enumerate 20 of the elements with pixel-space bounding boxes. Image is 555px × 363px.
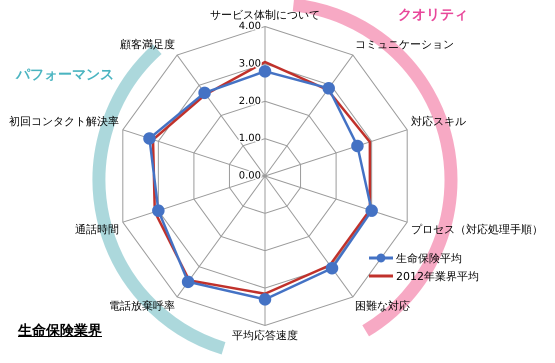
legend-label: 2012年業界平均 <box>396 268 479 284</box>
y-tick-label: 2.00 <box>238 96 261 107</box>
y-tick-label: 0.00 <box>238 170 261 182</box>
legend-label: 生命保険平均 <box>396 250 462 266</box>
y-tick-label: 1.00 <box>238 133 261 144</box>
spoke-label: 初回コンタクト解決率 <box>9 114 119 128</box>
y-tick-label: 3.00 <box>238 58 261 70</box>
text: 生命保険業界 <box>18 322 102 340</box>
spoke-label: 電話放棄呼率 <box>108 300 175 313</box>
text: クオリティ <box>398 6 468 24</box>
spoke-label: 困難な対応 <box>355 300 410 313</box>
spoke-label: プロセス（対応処理手順） <box>411 222 543 236</box>
text: パフォーマンス <box>16 66 114 84</box>
spoke-label: 通話時間 <box>75 222 119 236</box>
spoke-label: 平均応答速度 <box>232 328 298 342</box>
spoke-label: 対応スキル <box>411 114 466 128</box>
y-tick-label: 4.00 <box>238 21 261 32</box>
spoke-label: サービス体制について <box>210 8 320 22</box>
spoke-label: 顧客満足度 <box>120 38 175 52</box>
spoke-label: コミュニケーション <box>355 38 454 52</box>
